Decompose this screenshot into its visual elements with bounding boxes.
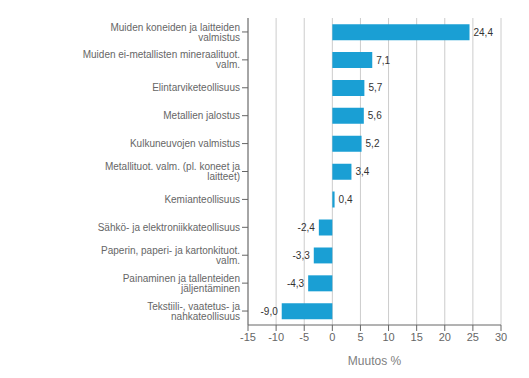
svg-text:-5: -5 bbox=[299, 331, 309, 343]
svg-text:3,4: 3,4 bbox=[355, 166, 369, 177]
svg-text:0,4: 0,4 bbox=[339, 194, 353, 205]
svg-text:Sähkö- ja elektroniikkateollis: Sähkö- ja elektroniikkateollisuus bbox=[98, 222, 240, 233]
svg-text:5,7: 5,7 bbox=[368, 82, 382, 93]
svg-text:Muiden koneiden ja laitteidenv: Muiden koneiden ja laitteidenvalmistus bbox=[110, 22, 240, 43]
svg-text:0: 0 bbox=[329, 331, 335, 343]
svg-text:15: 15 bbox=[411, 331, 423, 343]
svg-text:5: 5 bbox=[357, 331, 363, 343]
svg-text:10: 10 bbox=[382, 331, 394, 343]
svg-text:Kulkuneuvojen valmistus: Kulkuneuvojen valmistus bbox=[130, 138, 240, 149]
svg-text:Muiden ei-metallisten mineraal: Muiden ei-metallisten mineraalituot.valm… bbox=[83, 49, 240, 70]
svg-text:5,2: 5,2 bbox=[366, 138, 380, 149]
svg-text:7,1: 7,1 bbox=[376, 55, 390, 66]
svg-text:Tekstiili-, vaatetus- janahkat: Tekstiili-, vaatetus- janahkateollisuus bbox=[147, 301, 240, 322]
svg-text:30: 30 bbox=[495, 331, 507, 343]
svg-text:Paperin, paperi- ja kartonkitu: Paperin, paperi- ja kartonkituot.valm. bbox=[101, 245, 240, 266]
svg-text:-9,0: -9,0 bbox=[260, 306, 278, 317]
svg-text:Kemianteollisuus: Kemianteollisuus bbox=[164, 194, 240, 205]
svg-text:Elintarviketeollisuus: Elintarviketeollisuus bbox=[152, 82, 240, 93]
svg-text:-3,3: -3,3 bbox=[293, 250, 311, 261]
svg-text:Metallien jalostus: Metallien jalostus bbox=[163, 110, 240, 121]
svg-text:Muutos %: Muutos % bbox=[348, 354, 402, 368]
svg-text:-4,3: -4,3 bbox=[287, 278, 305, 289]
svg-text:-10: -10 bbox=[268, 331, 284, 343]
svg-text:24,4: 24,4 bbox=[474, 27, 494, 38]
svg-text:Painaminen ja tallenteidenjälj: Painaminen ja tallenteidenjäljentäminen bbox=[123, 273, 240, 294]
svg-text:25: 25 bbox=[467, 331, 479, 343]
svg-text:5,6: 5,6 bbox=[368, 110, 382, 121]
svg-text:Metallituot. valm. (pl. koneet: Metallituot. valm. (pl. koneet jalaittee… bbox=[105, 161, 240, 182]
svg-text:-15: -15 bbox=[240, 331, 256, 343]
svg-text:-2,4: -2,4 bbox=[298, 222, 316, 233]
svg-text:20: 20 bbox=[439, 331, 451, 343]
